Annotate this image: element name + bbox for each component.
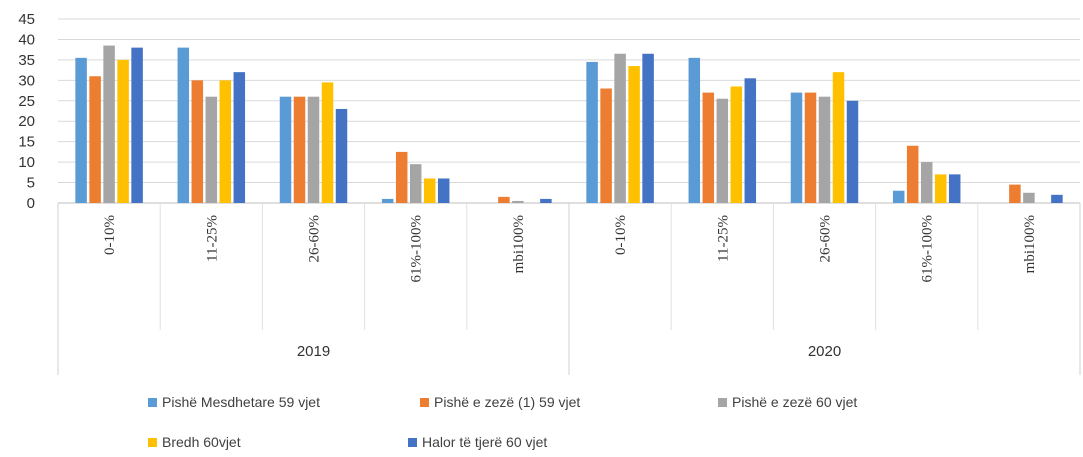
bar	[1023, 192, 1035, 203]
bar	[307, 96, 320, 203]
bar	[906, 145, 919, 203]
y-tick-label: 20	[18, 113, 35, 130]
y-tick-label: 25	[18, 93, 35, 110]
bar	[614, 53, 626, 203]
bar	[233, 72, 246, 204]
category-label: 61%-100%	[409, 215, 425, 283]
bar	[321, 82, 334, 203]
bar	[293, 96, 306, 203]
bar	[498, 196, 510, 203]
bar	[89, 76, 101, 203]
bar	[381, 198, 394, 203]
category-label: mbi100%	[1022, 215, 1038, 273]
category-label: 0-10%	[102, 215, 118, 255]
category-label: 11-25%	[204, 215, 220, 262]
bar	[335, 108, 348, 203]
y-tick-label: 45	[18, 11, 35, 28]
bar	[846, 100, 859, 203]
bar	[628, 66, 640, 204]
bar	[1051, 194, 1063, 203]
category-label: 11-25%	[715, 215, 731, 262]
bar	[892, 190, 905, 203]
y-tick-label: 10	[18, 154, 35, 171]
bar	[205, 96, 218, 203]
bar	[191, 80, 204, 203]
category-label: 0-10%	[613, 215, 629, 255]
bar	[744, 78, 757, 203]
bar	[920, 162, 933, 203]
y-tick-label: 40	[18, 31, 35, 48]
bar	[177, 47, 190, 203]
bar	[279, 96, 292, 203]
bar	[1009, 184, 1021, 203]
bar	[219, 80, 232, 203]
category-label: 26-60%	[307, 215, 323, 263]
bar	[600, 88, 612, 203]
bar	[395, 151, 408, 203]
bar	[688, 57, 701, 203]
bar	[716, 98, 729, 203]
bar	[512, 200, 524, 203]
bar	[437, 178, 450, 203]
bar	[540, 198, 552, 203]
group-label: 2020	[808, 343, 841, 360]
category-label: mbi100%	[511, 215, 527, 273]
bar	[423, 178, 436, 203]
bar	[642, 53, 654, 203]
bar	[103, 45, 115, 204]
y-tick-label: 35	[18, 52, 35, 69]
bar	[804, 92, 817, 203]
bar	[818, 96, 831, 203]
bar	[790, 92, 803, 203]
bar	[75, 57, 87, 203]
bar	[409, 164, 422, 203]
bar	[586, 61, 598, 203]
bar	[948, 174, 961, 203]
bar	[730, 86, 743, 203]
y-tick-label: 15	[18, 134, 35, 151]
category-label: 61%-100%	[920, 215, 936, 283]
bar	[131, 47, 143, 203]
y-tick-label: 5	[27, 175, 35, 192]
y-tick-label: 0	[27, 195, 35, 212]
y-tick-label: 30	[18, 72, 35, 89]
group-label: 2019	[297, 343, 330, 360]
category-label: 26-60%	[818, 215, 834, 263]
bar	[117, 59, 129, 204]
bar	[702, 92, 715, 203]
bar	[832, 72, 845, 204]
bar	[934, 174, 947, 203]
